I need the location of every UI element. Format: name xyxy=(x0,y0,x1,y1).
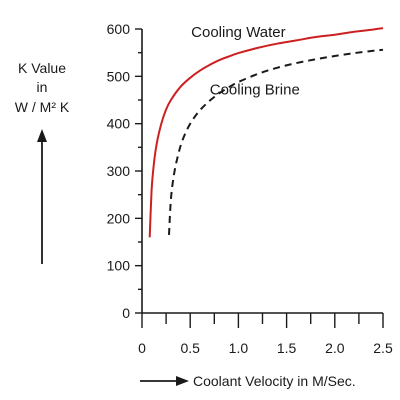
x-tick-label: 2.0 xyxy=(325,340,345,356)
y-axis-title-line-2: in xyxy=(37,79,48,95)
series-group xyxy=(148,27,384,238)
series-labels: Cooling Water Cooling Brine xyxy=(191,24,300,98)
x-axis-title: Coolant Velocity in M/Sec. xyxy=(140,373,356,389)
y-tick-label: 600 xyxy=(107,21,131,37)
x-tick-label: 1.5 xyxy=(277,340,297,356)
x-tick-label: 2.5 xyxy=(373,340,393,356)
y-tick-label: 500 xyxy=(107,68,131,84)
y-tick-label: 200 xyxy=(107,210,131,226)
y-tick-label: 300 xyxy=(107,163,131,179)
series-label-cooling-water: Cooling Water xyxy=(191,24,285,41)
y-tick-label: 400 xyxy=(107,116,131,132)
x-axis-title-text: Coolant Velocity in M/Sec. xyxy=(193,373,356,389)
y-tick-label: 100 xyxy=(107,258,131,274)
y-axis-title-line-3: W / M² K xyxy=(15,99,70,115)
y-axis-title-arrowhead xyxy=(37,129,47,142)
axes: 0 100 200 300 400 500 600 0 0.5 1.0 1.5 2.0 2.5 xyxy=(107,21,393,356)
x-tick-label: 0.5 xyxy=(180,340,200,356)
series-line-cooling-water xyxy=(148,27,384,238)
y-axis-title: K Value in W / M² K xyxy=(15,60,70,264)
series-line-cooling-brine xyxy=(168,48,384,235)
x-tick-label: 1.0 xyxy=(229,340,249,356)
y-axis-title-line-1: K Value xyxy=(18,60,66,76)
x-axis-title-arrowhead xyxy=(176,376,189,386)
x-tick-label: 0 xyxy=(138,340,146,356)
y-tick-label: 0 xyxy=(122,305,130,321)
series-label-cooling-brine: Cooling Brine xyxy=(210,81,300,98)
